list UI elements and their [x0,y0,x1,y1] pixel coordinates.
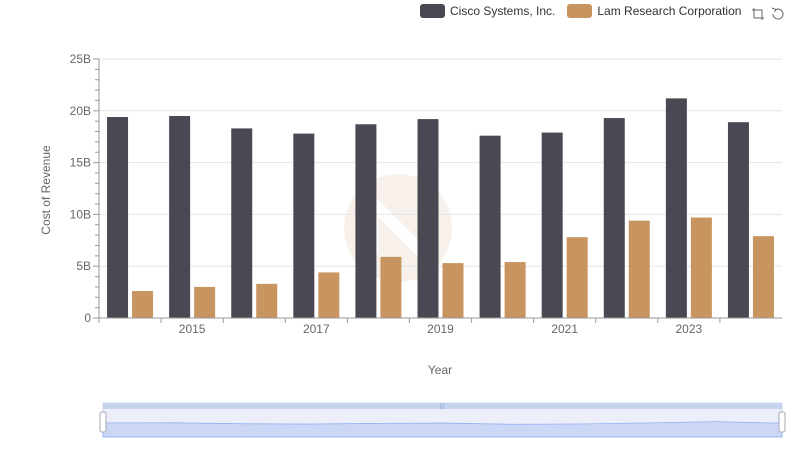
bar-cisco-2015 [169,115,191,318]
y-axis: 0 5B 10B 15B 20B 25B [70,52,100,325]
y-tick-label: 5B [76,259,91,273]
legend-label-lam: Lam Research Corporation [597,4,742,18]
x-tick-label: 2023 [676,322,703,336]
bar-cisco-2017 [293,133,315,318]
bar-cisco-2016 [231,128,253,318]
bar-cisco-2023 [665,98,687,318]
y-tick-label: 25B [70,52,91,66]
bar-lam-2019 [442,263,464,318]
bar-lam-2014 [132,291,154,318]
y-tick-label: 20B [70,104,91,118]
legend-item-cisco[interactable]: Cisco Systems, Inc. [420,4,555,18]
bars [107,98,774,319]
slider-preview-area [102,421,783,438]
y-tick-label: 0 [84,311,91,325]
bar-cisco-2018 [355,124,377,318]
bar-lam-2023 [690,217,712,318]
bar-cisco-2019 [417,119,439,318]
x-tick-label: 2019 [427,322,454,336]
slider-grip-icon: ||| [440,404,445,410]
legend-item-lam[interactable]: Lam Research Corporation [567,4,741,18]
legend-swatch-cisco [420,4,445,18]
y-axis-title: Cost of Revenue [39,145,53,235]
slider-right-handle[interactable] [778,411,786,433]
zoom-select-icon[interactable] [770,6,786,22]
bar-lam-2017 [318,272,340,318]
x-tick-label: 2017 [303,322,330,336]
y-tick-label: 10B [70,207,91,221]
x-axis-title: Year [428,363,452,377]
bar-lam-2020 [504,262,526,318]
bar-cisco-2021 [541,132,563,318]
toolbox [746,6,786,22]
legend: Cisco Systems, Inc. Lam Research Corpora… [420,4,753,18]
x-tick-label: 2015 [179,322,206,336]
bar-lam-2018 [380,256,402,318]
slider-move-handle[interactable] [103,403,782,409]
x-tick-label: 2021 [551,322,578,336]
bar-cisco-2024 [727,122,749,318]
y-tick-label: 15B [70,156,91,170]
slider-left-handle[interactable] [99,411,107,433]
bar-lam-2022 [628,220,650,318]
bar-lam-2024 [752,236,774,318]
x-axis: 2015 2017 2019 2021 2023 [98,317,782,336]
bar-cisco-2014 [107,117,129,319]
legend-label-cisco: Cisco Systems, Inc. [450,4,556,18]
bar-lam-2016 [256,283,278,318]
bar-cisco-2022 [603,118,625,318]
bar-lam-2021 [566,237,588,318]
data-zoom-slider[interactable]: ||| [99,402,786,438]
bar-cisco-2020 [479,135,501,318]
bar-lam-2015 [194,286,216,318]
legend-swatch-lam [567,4,593,18]
restore-icon[interactable] [750,6,766,22]
